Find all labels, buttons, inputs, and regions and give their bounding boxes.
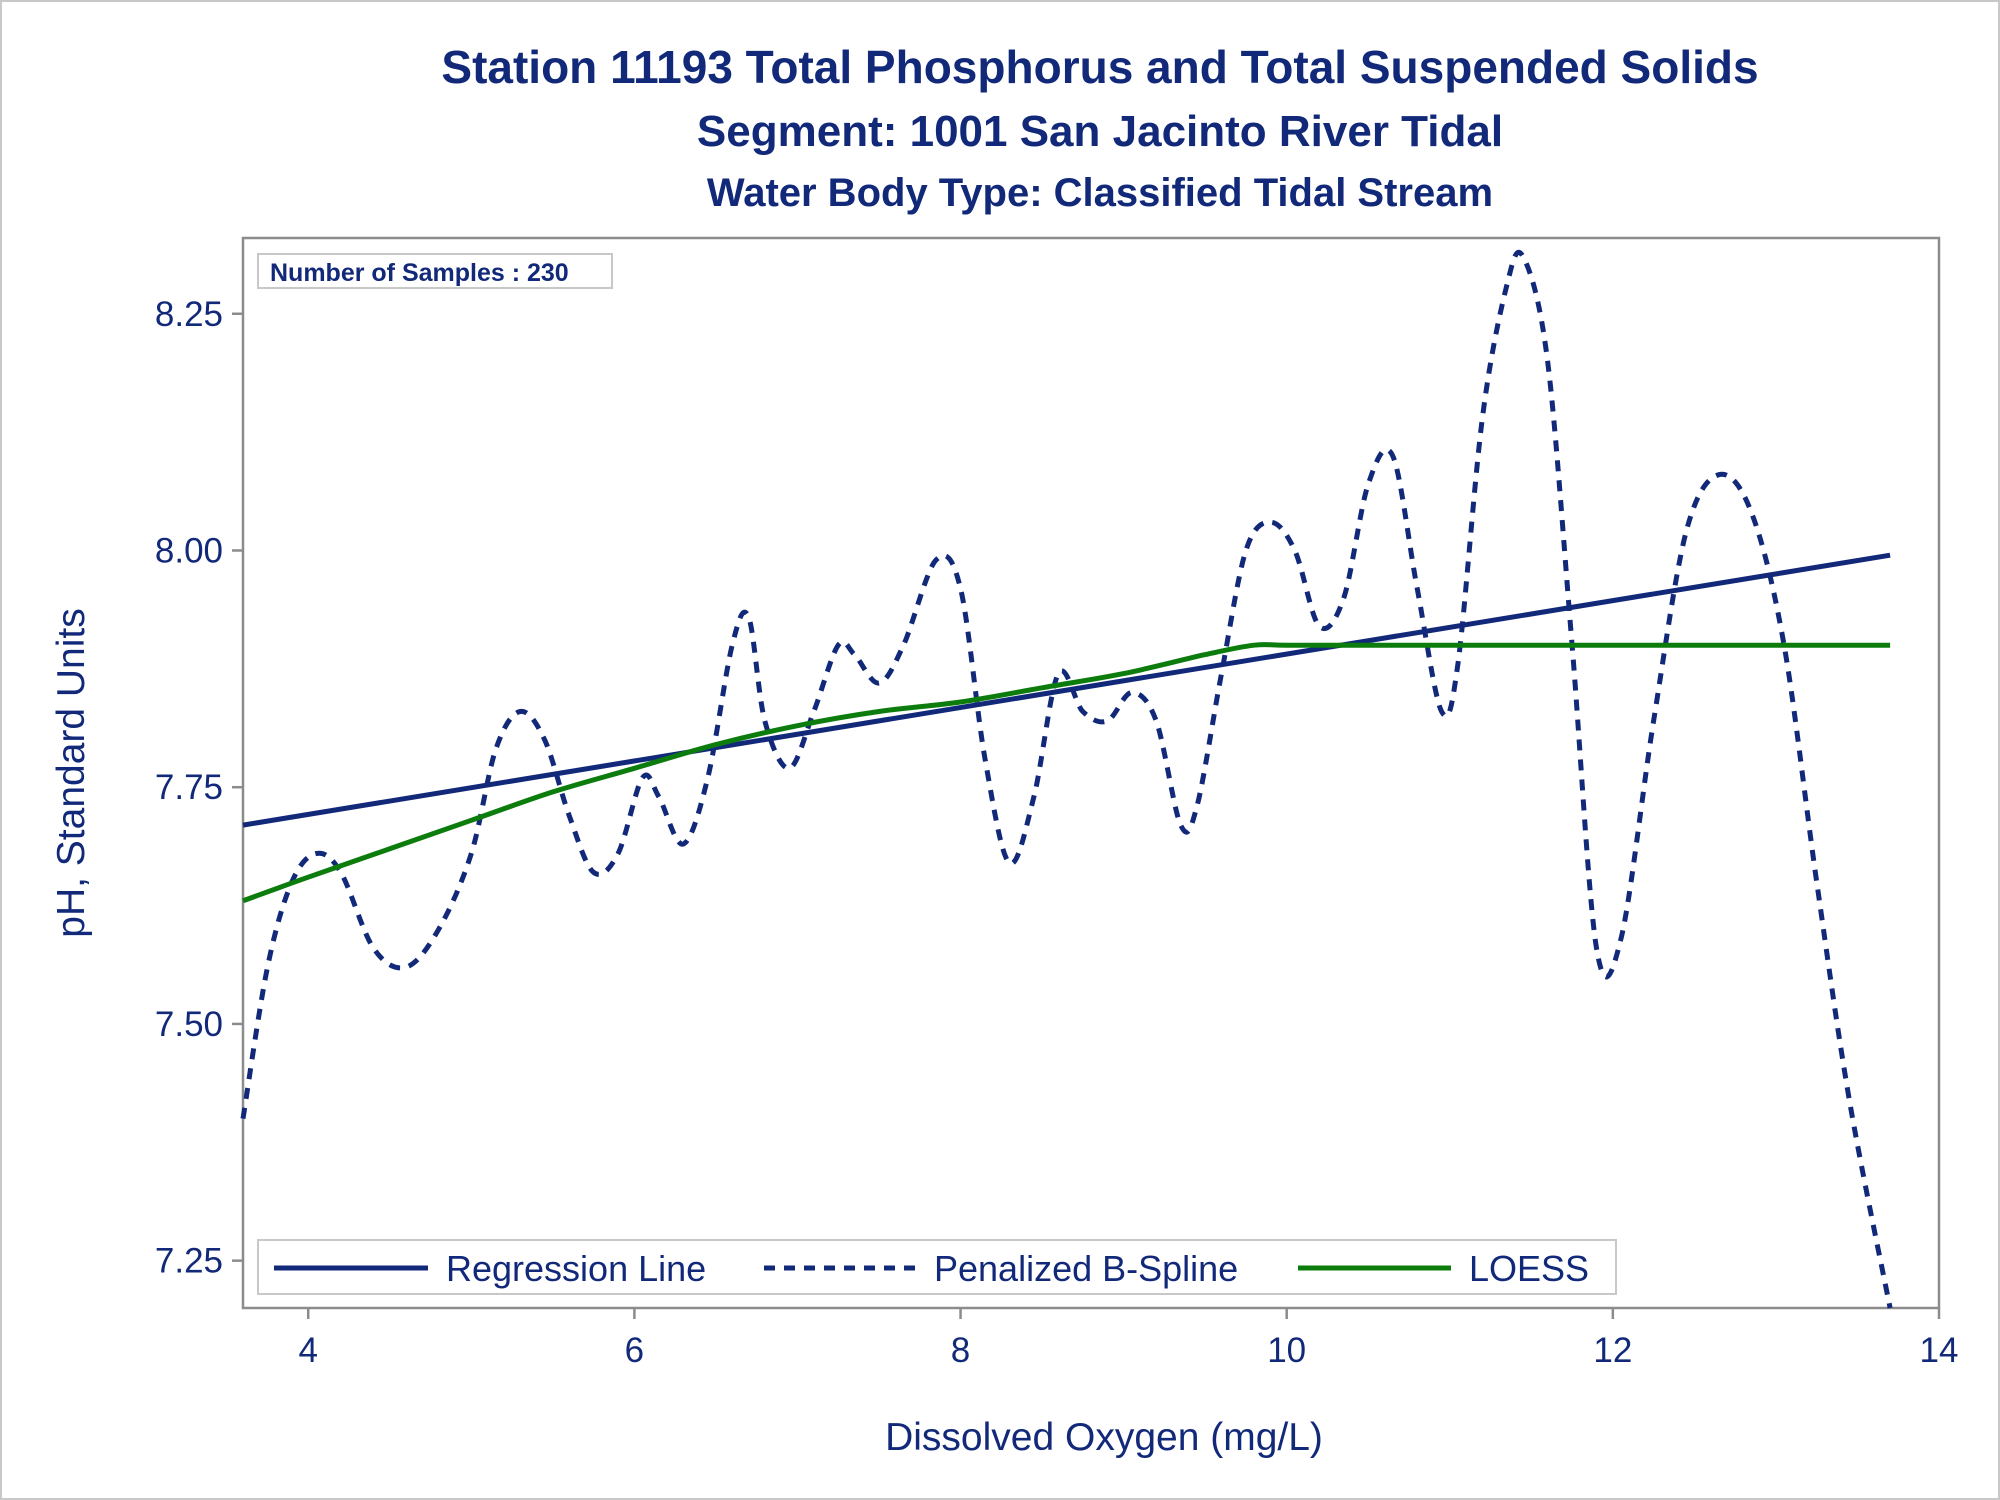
legend-box — [257, 1239, 1617, 1295]
chart-subtitle: Segment: 1001 San Jacinto River Tidal — [697, 107, 1503, 156]
x-tick-label: 4 — [298, 1331, 317, 1370]
chart-subtitle-2: Water Body Type: Classified Tidal Stream — [707, 171, 1493, 215]
x-tick-label: 12 — [1593, 1331, 1632, 1370]
legend-label-spline: Penalized B-Spline — [934, 1248, 1238, 1289]
x-tick-label: 14 — [1920, 1331, 1959, 1370]
plot-area — [241, 236, 1941, 1310]
x-tick-label: 8 — [951, 1331, 970, 1370]
sample-count-inset: Number of Samples : 230 — [257, 253, 613, 289]
y-tick-label: 7.75 — [155, 768, 223, 807]
x-axis: 4 6 8 10 12 14 — [298, 1308, 1958, 1370]
y-tick-label: 7.25 — [155, 1242, 223, 1281]
inset-box — [257, 253, 613, 289]
series-layer — [240, 249, 1893, 1309]
legend: Regression Line Penalized B-Spline LOESS — [257, 1239, 1617, 1295]
legend-label-loess: LOESS — [1469, 1248, 1589, 1289]
y-axis-label: pH, Standard Units — [50, 608, 93, 938]
x-tick-label: 10 — [1267, 1331, 1306, 1370]
legend-label-regression: Regression Line — [446, 1248, 706, 1289]
y-tick-label: 8.00 — [155, 531, 223, 570]
chart-title: Station 11193 Total Phosphorus and Total… — [441, 41, 1758, 93]
y-tick-label: 7.50 — [155, 1005, 223, 1044]
inset-text: Number of Samples : 230 — [270, 259, 569, 287]
x-axis-label: Dissolved Oxygen (mg/L) — [885, 1416, 1323, 1459]
y-axis: 7.25 7.50 7.75 8.00 8.25 — [155, 295, 243, 1281]
y-tick-label: 8.25 — [155, 295, 223, 334]
penalized-b-spline-line — [240, 249, 1893, 1309]
x-tick-label: 6 — [625, 1331, 644, 1370]
loess-line — [242, 641, 1891, 904]
regression-line — [242, 552, 1891, 828]
